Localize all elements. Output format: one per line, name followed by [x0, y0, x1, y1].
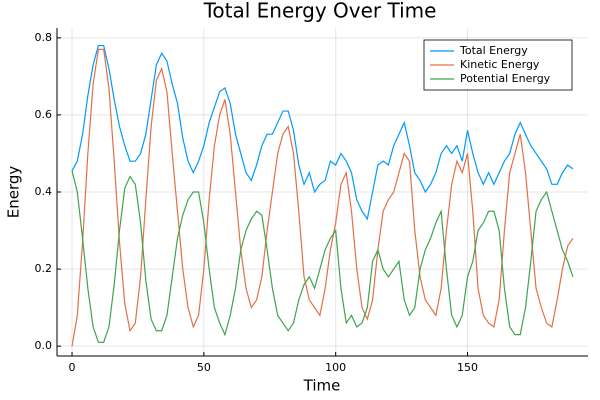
- y-tick-label: 0.8: [35, 31, 53, 44]
- y-tick-label: 0.0: [35, 339, 53, 352]
- y-axis-label: Energy: [5, 166, 23, 219]
- x-tick-label: 150: [457, 361, 478, 374]
- y-tick-label: 0.2: [35, 262, 53, 275]
- x-tick-label: 100: [325, 361, 346, 374]
- y-tick-label: 0.4: [35, 185, 53, 198]
- series-line: [71, 44, 574, 221]
- legend-label: Total Energy: [459, 44, 528, 57]
- series-line: [71, 170, 574, 343]
- legend-label: Potential Energy: [460, 72, 551, 85]
- legend-label: Kinetic Energy: [460, 58, 540, 71]
- x-tick-label: 50: [197, 361, 211, 374]
- series-line: [71, 48, 574, 347]
- x-axis-label: Time: [303, 377, 341, 395]
- x-tick-label: 0: [69, 361, 76, 374]
- chart-title: Total Energy Over Time: [203, 0, 437, 23]
- y-tick-label: 0.6: [35, 108, 53, 121]
